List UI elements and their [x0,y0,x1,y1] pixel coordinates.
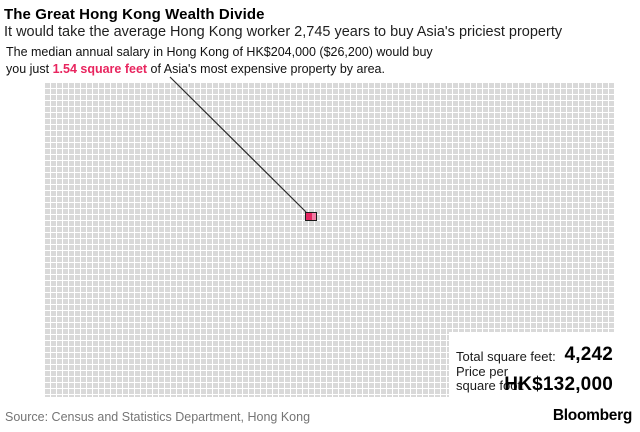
annotation-text: The median annual salary in Hong Kong of… [6,44,433,77]
bloomberg-logo: Bloomberg [553,407,632,425]
total-square-feet-value: 4,242 [564,344,613,366]
highlighted-square-marker [305,212,317,221]
page-title: The Great Hong Kong Wealth Divide [4,6,265,23]
total-square-feet-label: Total square feet: [456,349,556,364]
source-credit: Source: Census and Statistics Department… [5,410,310,424]
stats-panel: Total square feet: 4,242 Price per squar… [449,332,614,397]
page-subtitle: It would take the average Hong Kong work… [4,24,562,40]
price-per-square-foot-value: HK$132,000 [504,374,613,396]
annotation-line2-suffix: of Asia's most expensive property by are… [147,62,385,76]
annotation-line1: The median annual salary in Hong Kong of… [6,45,433,59]
price-label-line1: Price per [456,364,508,379]
annotation-line2-prefix: you just [6,62,53,76]
annotation-highlight-value: 1.54 square feet [53,62,148,76]
